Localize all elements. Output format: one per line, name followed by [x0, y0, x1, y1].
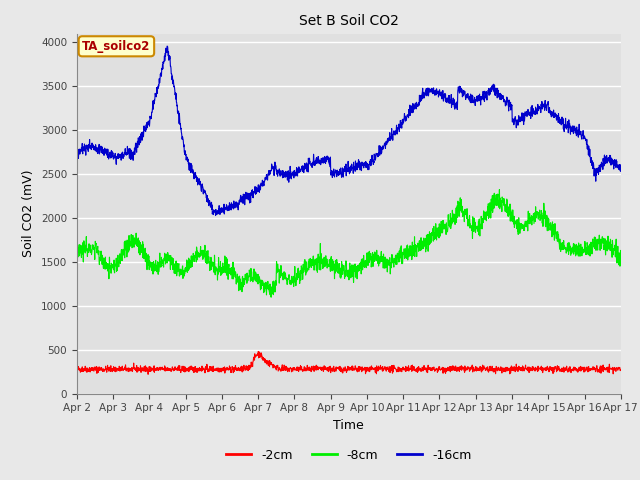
X-axis label: Time: Time: [333, 419, 364, 432]
Legend: -2cm, -8cm, -16cm: -2cm, -8cm, -16cm: [221, 444, 476, 467]
Y-axis label: Soil CO2 (mV): Soil CO2 (mV): [22, 170, 35, 257]
Text: TA_soilco2: TA_soilco2: [82, 40, 150, 53]
Title: Set B Soil CO2: Set B Soil CO2: [299, 14, 399, 28]
